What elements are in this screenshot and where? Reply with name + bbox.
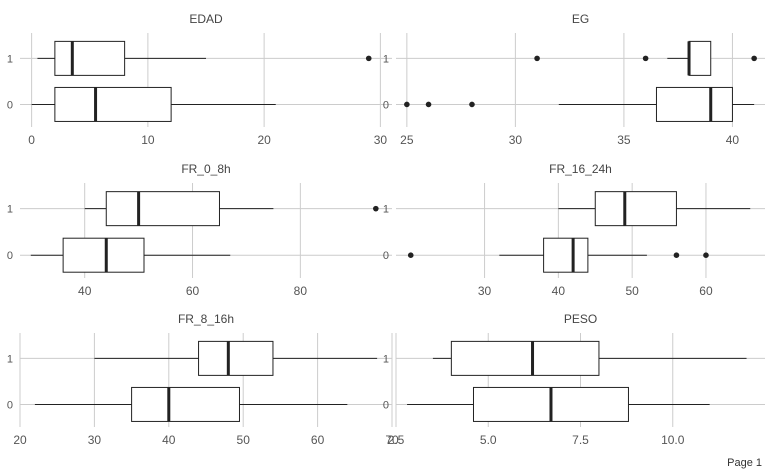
x-tick-label: 50 bbox=[625, 284, 639, 298]
outlier-point bbox=[534, 55, 540, 62]
x-tick-label: 35 bbox=[617, 133, 631, 147]
panel-title: PESO bbox=[564, 312, 597, 326]
x-tick-label: 70 bbox=[385, 433, 399, 447]
x-tick-label: 60 bbox=[186, 284, 200, 298]
x-tick-label: 60 bbox=[699, 284, 713, 298]
outlier-point bbox=[703, 252, 709, 258]
x-tick-label: 40 bbox=[726, 133, 740, 147]
x-tick-label: 50 bbox=[237, 433, 251, 447]
box-group-0 bbox=[34, 386, 348, 422]
x-tick-label: 2.5 bbox=[388, 433, 405, 447]
panel-title: FR_8_16h bbox=[178, 312, 234, 326]
panel-fr-16-24h: FR_16_24h 1 0 30 40 50 60 bbox=[383, 162, 765, 298]
y-tick-label: 1 bbox=[383, 204, 389, 216]
y-tick-label: 1 bbox=[7, 353, 13, 365]
box-group-1 bbox=[534, 40, 757, 76]
x-tick-label: 25 bbox=[400, 133, 414, 147]
box-group-1 bbox=[94, 340, 378, 376]
iqr-box bbox=[688, 40, 712, 76]
iqr-box bbox=[655, 86, 733, 122]
box-group-0 bbox=[407, 237, 709, 273]
iqr-box bbox=[54, 40, 126, 76]
box-group-0 bbox=[30, 237, 231, 273]
box-group-1 bbox=[558, 191, 751, 227]
panel-eg: EG 1 0 25 30 35 40 bbox=[383, 12, 765, 147]
x-tick-label: 60 bbox=[311, 433, 325, 447]
outlier-point bbox=[404, 101, 410, 108]
y-tick-label: 1 bbox=[383, 353, 389, 365]
x-tick-label: 40 bbox=[552, 284, 566, 298]
outlier-point bbox=[673, 252, 680, 258]
box-group-1 bbox=[432, 340, 747, 376]
outlier-point bbox=[407, 252, 414, 258]
box-group-1 bbox=[37, 40, 372, 76]
iqr-box bbox=[131, 386, 240, 422]
x-tick-label: 20 bbox=[257, 133, 271, 147]
y-tick-label: 0 bbox=[7, 99, 13, 111]
panel-title: EDAD bbox=[189, 12, 223, 26]
x-tick-label: 0 bbox=[28, 133, 35, 147]
box-group-0 bbox=[407, 386, 710, 422]
y-tick-label: 1 bbox=[383, 53, 389, 65]
panel-title: EG bbox=[572, 12, 589, 26]
box-group-0 bbox=[31, 86, 276, 122]
iqr-box bbox=[450, 340, 600, 376]
panel-peso: PESO 1 0 2.5 5.0 7.5 10.0 bbox=[383, 312, 765, 447]
y-tick-label: 1 bbox=[7, 204, 13, 216]
x-tick-label: 7.5 bbox=[572, 433, 589, 447]
outlier-point bbox=[642, 55, 649, 62]
iqr-box bbox=[594, 191, 677, 227]
x-tick-label: 5.0 bbox=[480, 433, 497, 447]
page-footer: Page 1 bbox=[727, 457, 762, 469]
outlier-point bbox=[365, 55, 372, 62]
x-tick-label: 30 bbox=[88, 433, 102, 447]
x-tick-label: 40 bbox=[162, 433, 176, 447]
panel-fr-0-8h: FR_0_8h 1 0 40 60 80 bbox=[7, 162, 392, 298]
y-tick-label: 0 bbox=[383, 399, 389, 411]
outlier-point bbox=[751, 55, 757, 62]
x-tick-label: 30 bbox=[509, 133, 523, 147]
y-tick-label: 0 bbox=[383, 99, 389, 111]
box-group-0 bbox=[404, 86, 755, 122]
outlier-point bbox=[425, 101, 432, 108]
x-tick-label: 20 bbox=[13, 433, 27, 447]
iqr-box bbox=[62, 237, 145, 273]
x-tick-label: 30 bbox=[374, 133, 388, 147]
panel-title: FR_0_8h bbox=[181, 162, 230, 176]
iqr-box bbox=[54, 86, 172, 122]
box-group-1 bbox=[84, 191, 379, 227]
outlier-point bbox=[469, 101, 475, 108]
panel-title: FR_16_24h bbox=[549, 162, 612, 176]
x-tick-label: 10.0 bbox=[661, 433, 685, 447]
y-tick-label: 1 bbox=[7, 53, 13, 65]
x-tick-label: 40 bbox=[78, 284, 92, 298]
iqr-box bbox=[198, 340, 274, 376]
y-tick-label: 0 bbox=[7, 399, 13, 411]
iqr-box bbox=[105, 191, 220, 227]
y-tick-label: 0 bbox=[383, 250, 389, 262]
x-tick-label: 80 bbox=[294, 284, 308, 298]
outlier-point bbox=[373, 205, 379, 212]
y-tick-label: 0 bbox=[7, 250, 13, 262]
x-tick-label: 30 bbox=[478, 284, 492, 298]
x-tick-label: 10 bbox=[141, 133, 155, 147]
iqr-box bbox=[543, 237, 589, 273]
